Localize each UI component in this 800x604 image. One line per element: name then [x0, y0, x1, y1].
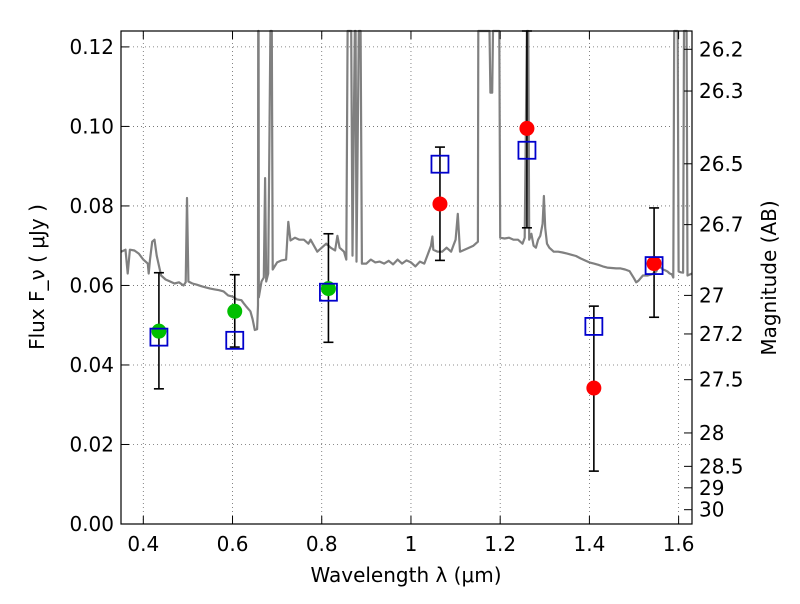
data-point-circle: [586, 380, 602, 396]
data-point-square: [319, 282, 338, 302]
data-point-square: [149, 327, 169, 347]
y-tick-label: 0.10: [69, 114, 114, 138]
y2-tick-label: 30: [699, 498, 724, 522]
y2-tick-label: 27.2: [699, 322, 744, 346]
plot-frame: [120, 30, 693, 525]
marker-layer: [149, 120, 664, 396]
y2-tick-label: 28.5: [699, 454, 744, 478]
y-tick-label: 0.12: [69, 35, 114, 59]
data-point-circle: [432, 196, 448, 212]
y-tick-label: 0.08: [69, 194, 114, 218]
data-point-circle: [151, 323, 167, 339]
data-point-circle: [519, 120, 535, 136]
x-tick-label: 1.4: [573, 532, 605, 556]
data-point-square: [225, 330, 245, 350]
x-tick-label: 0.6: [217, 532, 249, 556]
data-point-square: [517, 140, 537, 160]
x-axis-label: Wavelength λ (μm): [310, 563, 501, 587]
data-point-circle: [320, 281, 336, 297]
y-tick-label: 0.02: [69, 432, 114, 456]
data-point-square: [430, 154, 450, 174]
y2-tick-label: 28: [699, 421, 724, 445]
y-tick-label: 0.04: [69, 353, 114, 377]
ticks: 0.4 0.6 0.8 1 1.2 1.4 1.6 0.00 0.02 0.04 0.06 0.08 0…: [69, 31, 744, 556]
x-tick-label: 1: [405, 532, 418, 556]
y-tick-label: 0.06: [69, 273, 114, 297]
y2-tick-label: 29: [699, 476, 724, 500]
data-point-square: [644, 256, 664, 275]
x-tick-label: 0.4: [127, 532, 159, 556]
y-axis-label: Flux F_ν ( μJy ): [25, 204, 49, 350]
x-tick-label: 1.2: [484, 532, 516, 556]
y2-axis-label: Magnitude (AB): [757, 200, 781, 355]
data-point-square: [584, 317, 604, 336]
y2-tick-label: 27: [699, 283, 724, 307]
y2-tick-label: 26.5: [699, 152, 744, 176]
y-tick-label: 0.00: [69, 512, 114, 536]
y2-tick-label: 26.2: [699, 37, 744, 61]
y2-tick-label: 27.5: [699, 368, 744, 392]
spectrum-layer: [120, 29, 693, 332]
x-tick-label: 1.6: [663, 532, 695, 556]
spectrum-line: [120, 29, 693, 332]
data-point-circle: [646, 256, 662, 272]
x-tick-label: 0.8: [306, 532, 338, 556]
y2-tick-label: 26.3: [699, 79, 744, 103]
data-point-circle: [227, 303, 243, 319]
y2-tick-label: 26.7: [699, 213, 744, 237]
